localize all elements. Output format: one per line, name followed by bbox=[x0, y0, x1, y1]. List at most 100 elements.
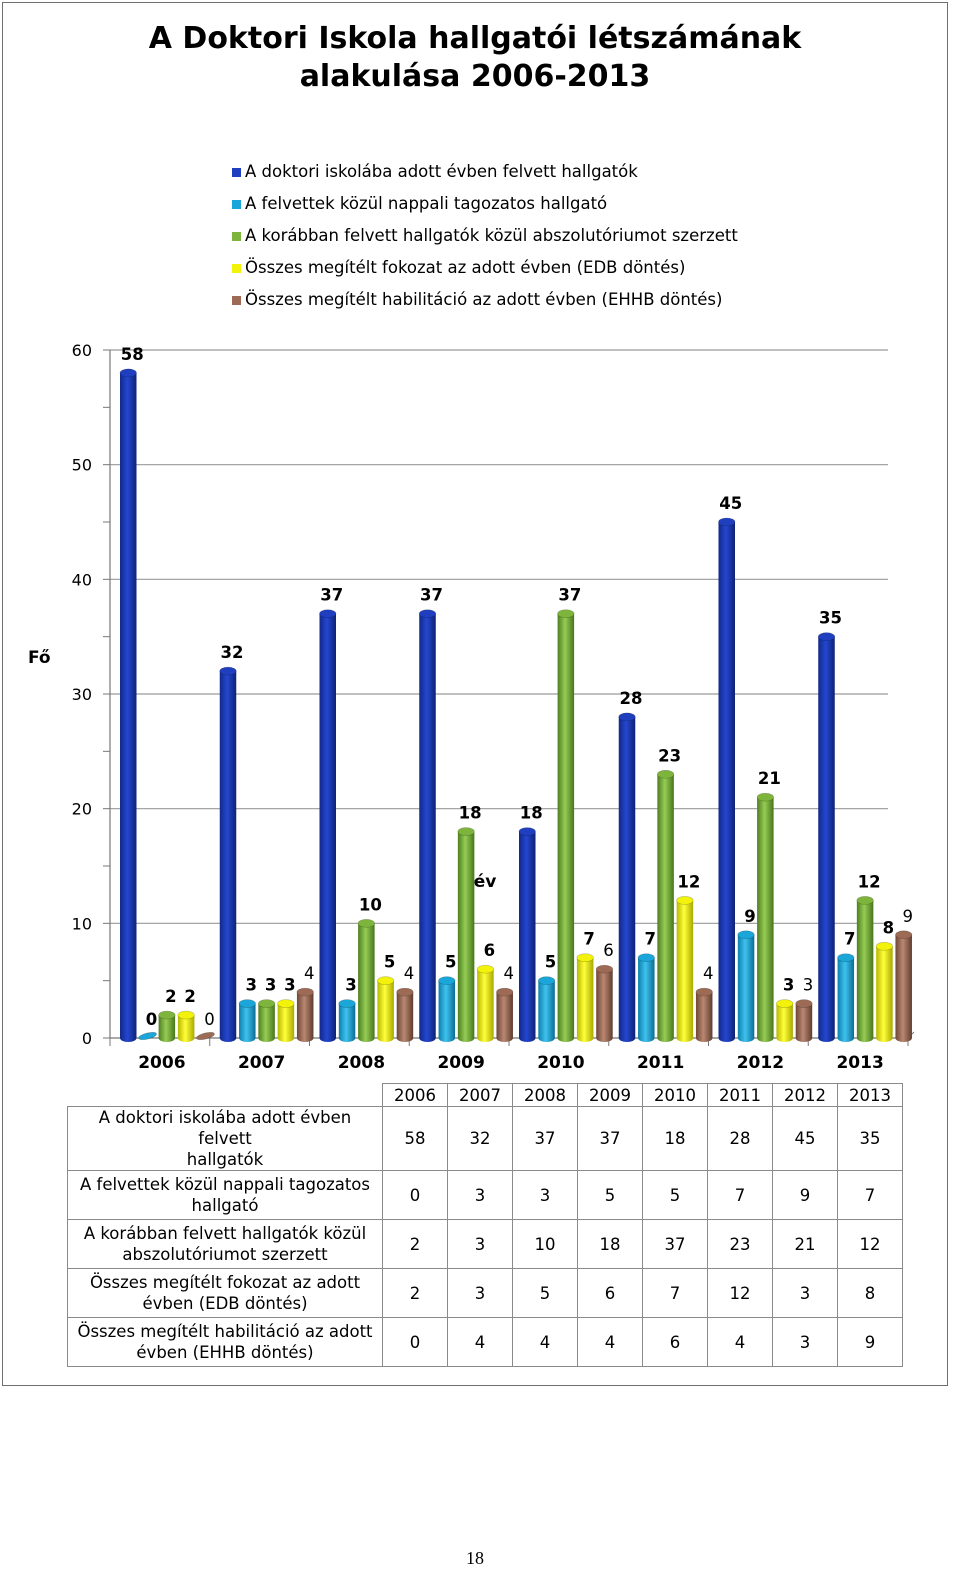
bar-cap bbox=[718, 517, 736, 527]
table-cell: 12 bbox=[837, 1219, 903, 1269]
bar-cap bbox=[496, 987, 514, 997]
bar-cap bbox=[837, 953, 855, 963]
data-label: 5 bbox=[445, 953, 456, 972]
bar bbox=[177, 1015, 195, 1038]
bar-cap bbox=[576, 953, 594, 963]
bar bbox=[319, 613, 336, 1038]
legend-entry-fokozat: Összes megítélt fokozat az adott évben (… bbox=[232, 252, 738, 284]
data-label: 37 bbox=[420, 586, 443, 605]
data-label: 12 bbox=[858, 872, 881, 891]
bar-cap bbox=[377, 976, 395, 985]
bar-base bbox=[396, 1034, 414, 1042]
data-label: 37 bbox=[320, 586, 343, 605]
table-cell: 37 bbox=[642, 1219, 708, 1269]
bar bbox=[438, 980, 456, 1038]
bar-base bbox=[296, 1034, 314, 1042]
x-tick-label: 2008 bbox=[338, 1053, 385, 1073]
y-tick-label: 50 bbox=[72, 456, 92, 475]
table-cell: 3 bbox=[447, 1268, 513, 1318]
table-row-label: A korábban felvett hallgatók közül abszol… bbox=[67, 1219, 383, 1269]
bar-cap bbox=[258, 999, 276, 1008]
chart-legend: A doktori iskolába adott évben felvett h… bbox=[232, 156, 738, 316]
bar-cap bbox=[776, 999, 794, 1008]
bar-cap bbox=[875, 941, 893, 951]
bar-base bbox=[358, 1034, 375, 1042]
table-cell: 2 bbox=[382, 1268, 448, 1318]
table-cell: 3 bbox=[772, 1268, 838, 1318]
table-row-label: A felvettek közül nappali tagozatos hallg… bbox=[67, 1170, 383, 1220]
bar-base bbox=[419, 1034, 436, 1042]
chart-title: A Doktori Iskola hallgatói létszámának a… bbox=[0, 20, 950, 96]
bar-base bbox=[219, 1034, 237, 1042]
data-label: 4 bbox=[503, 964, 514, 983]
table-cell: 6 bbox=[577, 1268, 643, 1318]
bar-base bbox=[837, 1034, 855, 1042]
bar bbox=[676, 900, 694, 1038]
legend-label: A doktori iskolába adott évben felvett h… bbox=[245, 162, 638, 181]
bar bbox=[457, 831, 475, 1038]
data-label: 8 bbox=[883, 918, 894, 937]
data-label: 2 bbox=[165, 987, 176, 1006]
bar-cap bbox=[557, 609, 575, 619]
bar bbox=[776, 1003, 793, 1038]
bar-cap bbox=[756, 792, 774, 802]
table-year-header: 2011 bbox=[707, 1083, 773, 1107]
table-cell: 35 bbox=[837, 1106, 903, 1171]
bar-base bbox=[737, 1034, 755, 1042]
data-label: 2 bbox=[184, 987, 195, 1006]
y-tick-label: 40 bbox=[72, 570, 92, 589]
bar-cap bbox=[537, 976, 556, 985]
table-cell: 0 bbox=[382, 1170, 448, 1220]
bar-cap bbox=[695, 987, 713, 997]
bar-cap bbox=[177, 1010, 195, 1020]
bar-cap bbox=[595, 964, 614, 974]
table-cell: 9 bbox=[772, 1170, 838, 1220]
legend-swatch bbox=[232, 167, 241, 177]
bar-base bbox=[718, 1034, 735, 1042]
bar bbox=[196, 1032, 215, 1040]
bar-base bbox=[856, 1034, 874, 1042]
table-row: Összes megítélt habilitáció az adott évbe… bbox=[67, 1317, 903, 1367]
data-label: 3 bbox=[265, 976, 276, 995]
bar-cap bbox=[737, 930, 755, 940]
bar-cap bbox=[238, 999, 256, 1008]
table-cell: 4 bbox=[447, 1317, 513, 1367]
table-year-header: 2009 bbox=[577, 1083, 643, 1107]
chart-title-line-1: A Doktori Iskola hallgatói létszámának bbox=[148, 21, 802, 56]
bar-base bbox=[795, 1034, 813, 1042]
table-cell: 4 bbox=[577, 1317, 643, 1367]
x-tick-label: 2009 bbox=[437, 1053, 484, 1073]
table-row-label-line: évben (EHHB döntés) bbox=[136, 1343, 314, 1362]
bar bbox=[396, 992, 414, 1038]
table-year-header: 2006 bbox=[382, 1083, 448, 1107]
bar bbox=[876, 946, 893, 1038]
legend-entry-nappali: A felvettek közül nappali tagozatos hall… bbox=[232, 188, 738, 220]
table-row-label-line: Összes megítélt fokozat az adott bbox=[89, 1273, 361, 1292]
data-label: 3 bbox=[345, 976, 356, 995]
bar bbox=[519, 831, 536, 1038]
data-label: 4 bbox=[404, 964, 415, 983]
y-tick-label: 0 bbox=[82, 1029, 92, 1048]
bar-base bbox=[177, 1034, 195, 1042]
table-cell: 3 bbox=[772, 1317, 838, 1367]
bar-cap bbox=[657, 769, 675, 779]
y-tick-label: 60 bbox=[72, 341, 92, 360]
legend-entry-habilitacio: Összes megítélt habilitáció az adott évb… bbox=[232, 284, 738, 316]
table-cell: 10 bbox=[512, 1219, 578, 1269]
data-label: 3 bbox=[783, 976, 794, 995]
bar-base bbox=[438, 1034, 456, 1042]
table-row-label: A doktori iskolába adott évben felvett ha… bbox=[67, 1106, 383, 1171]
bar-base bbox=[519, 1034, 536, 1042]
table-cell: 0 bbox=[382, 1317, 448, 1367]
bar bbox=[258, 1003, 275, 1038]
table-row-label-line: A korábban felvett hallgatók közül bbox=[83, 1224, 367, 1243]
bar-base bbox=[239, 1034, 256, 1042]
figure-frame bbox=[2, 2, 948, 1386]
table-row: A korábban felvett hallgatók közül abszol… bbox=[67, 1219, 903, 1269]
table-year-header: 2007 bbox=[447, 1083, 513, 1107]
data-label: 4 bbox=[304, 964, 315, 983]
bar-cap bbox=[158, 1010, 176, 1020]
bar bbox=[538, 980, 555, 1038]
